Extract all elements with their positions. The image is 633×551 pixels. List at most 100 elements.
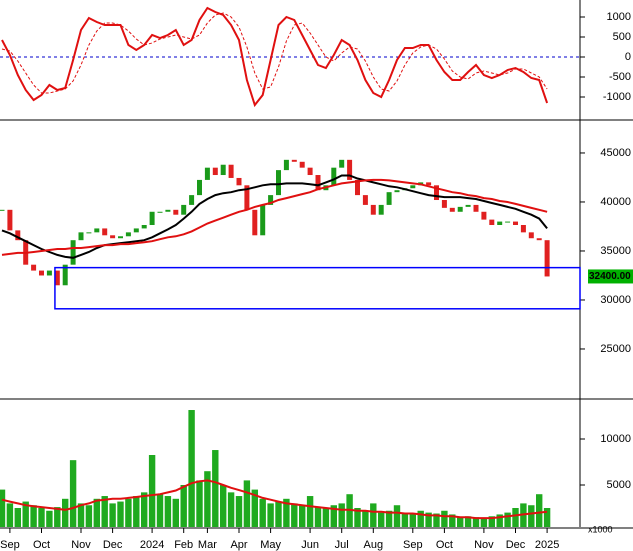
volume-bar bbox=[109, 503, 116, 527]
volume-bar bbox=[46, 510, 53, 527]
volume-bar bbox=[14, 508, 21, 527]
candle bbox=[173, 209, 179, 215]
volume-bar bbox=[330, 505, 337, 527]
candle bbox=[102, 228, 108, 236]
volume-bar bbox=[77, 503, 85, 527]
volume-bar bbox=[93, 498, 100, 527]
x-tick-label: Apr bbox=[230, 539, 247, 551]
candle bbox=[110, 235, 116, 239]
volume-bar bbox=[117, 501, 124, 527]
candle bbox=[386, 192, 392, 205]
candle bbox=[149, 211, 155, 226]
volume-bar bbox=[543, 508, 551, 527]
candle bbox=[252, 209, 258, 236]
volume-bar bbox=[275, 501, 282, 527]
candle bbox=[520, 225, 526, 233]
candle bbox=[94, 228, 100, 233]
volume-bar bbox=[291, 503, 298, 527]
candle bbox=[204, 167, 210, 180]
volume-bar bbox=[306, 496, 314, 527]
candle bbox=[236, 177, 242, 186]
y-tick-label: 40000 bbox=[600, 196, 631, 208]
volume-bar bbox=[172, 498, 179, 527]
volume-bar bbox=[283, 498, 290, 527]
x-tick-label: Nov bbox=[474, 539, 494, 551]
y-tick-label: -1000 bbox=[603, 91, 631, 103]
candle bbox=[505, 221, 511, 223]
volume-bar bbox=[472, 517, 480, 527]
volume-bar bbox=[62, 498, 69, 527]
volume-bar bbox=[433, 513, 440, 527]
volume-average bbox=[1, 479, 548, 520]
candle bbox=[260, 204, 266, 236]
volume-bar bbox=[85, 505, 93, 527]
units-label: x1000 bbox=[588, 524, 613, 534]
volume-bar bbox=[22, 501, 29, 527]
volume-bar bbox=[362, 510, 369, 527]
candle bbox=[426, 182, 432, 186]
volume-bar bbox=[133, 496, 140, 527]
candle bbox=[410, 185, 416, 189]
volume-bar bbox=[156, 494, 164, 527]
candle bbox=[141, 225, 147, 229]
volume-bar bbox=[528, 505, 535, 527]
candle bbox=[307, 167, 313, 176]
volume-bar bbox=[54, 507, 61, 527]
candle bbox=[513, 221, 518, 226]
x-tick-label: Dec bbox=[506, 539, 526, 551]
volume-bar bbox=[370, 503, 377, 527]
x-tick-label: 2024 bbox=[140, 539, 164, 551]
volume-bar bbox=[378, 512, 385, 527]
volume-bar bbox=[441, 510, 448, 527]
candle bbox=[347, 159, 353, 180]
candle bbox=[465, 204, 471, 207]
volume-bar bbox=[180, 485, 187, 527]
candle bbox=[489, 219, 495, 226]
x-tick-label: Feb bbox=[174, 539, 193, 551]
x-tick-label: 2025 bbox=[535, 539, 559, 551]
volume-bar bbox=[512, 508, 519, 527]
y-tick-label: 5000 bbox=[607, 479, 631, 491]
volume-bar bbox=[164, 496, 172, 527]
volume-bar bbox=[504, 512, 511, 527]
y-tick-label: 500 bbox=[613, 31, 631, 43]
candle bbox=[46, 270, 52, 276]
y-tick-label: 45000 bbox=[600, 147, 631, 159]
volume-bar bbox=[322, 508, 330, 527]
y-tick-label: 1000 bbox=[607, 11, 631, 23]
x-tick-label: Oct bbox=[436, 539, 453, 551]
candle bbox=[283, 159, 289, 171]
volume-bar bbox=[267, 503, 274, 527]
volume-bar bbox=[385, 510, 393, 527]
volume-bar bbox=[299, 505, 306, 527]
volume-bar bbox=[243, 480, 251, 527]
candle bbox=[331, 167, 337, 186]
candle bbox=[434, 185, 439, 201]
volume-bar bbox=[196, 480, 203, 527]
candle bbox=[15, 230, 21, 241]
candle bbox=[118, 236, 123, 239]
candle bbox=[378, 204, 384, 215]
volume-bar bbox=[148, 455, 156, 527]
candle bbox=[528, 232, 534, 239]
price-label: 32400.00 bbox=[589, 271, 631, 282]
candle bbox=[7, 209, 13, 231]
y-tick-label: 10000 bbox=[600, 433, 631, 445]
x-tick-label: Mar bbox=[198, 539, 217, 551]
candle bbox=[165, 209, 171, 212]
candle bbox=[544, 240, 550, 277]
volume-bar bbox=[457, 517, 464, 527]
candle bbox=[189, 195, 195, 205]
volume-bar bbox=[251, 489, 258, 527]
candle bbox=[291, 159, 297, 162]
volume-bar bbox=[188, 410, 195, 527]
y-tick-label: 30000 bbox=[600, 294, 631, 306]
candle bbox=[481, 211, 487, 220]
candle bbox=[497, 221, 503, 226]
zone-box bbox=[54, 266, 581, 310]
y-tick-label: 25000 bbox=[600, 343, 631, 355]
volume-bar bbox=[338, 503, 345, 527]
x-tick-label: May bbox=[260, 539, 281, 551]
candle bbox=[268, 195, 274, 205]
